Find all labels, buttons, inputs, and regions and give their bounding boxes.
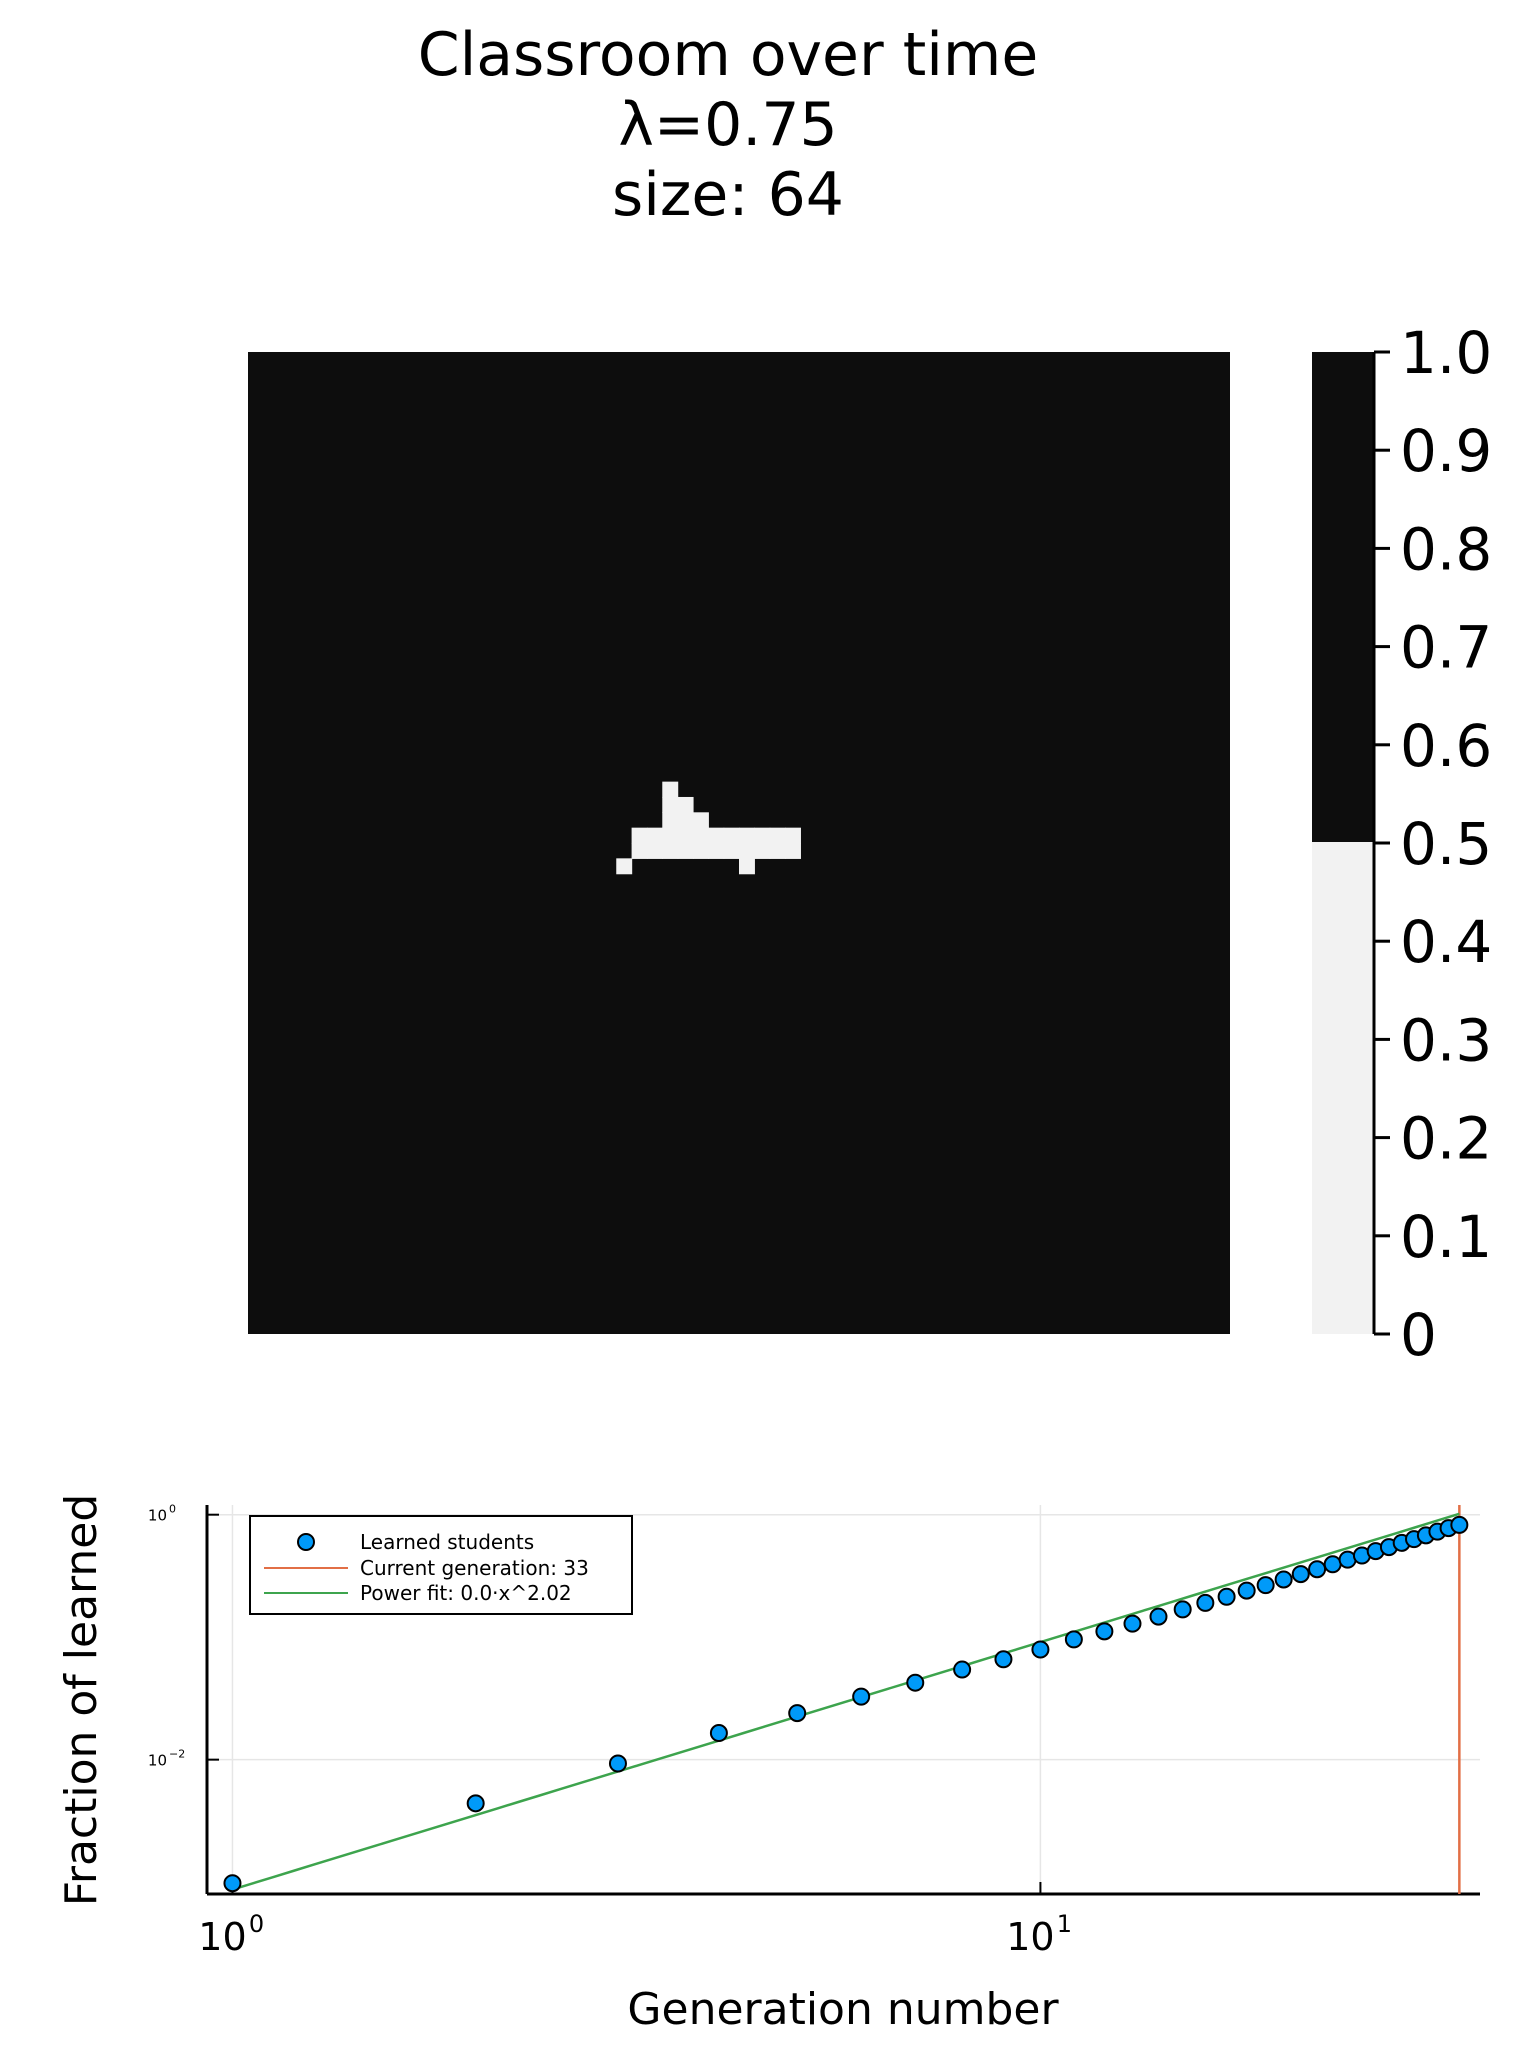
colorbar-tick-label: 1.0: [1400, 319, 1492, 387]
colorbar-tick-label: 0.4: [1400, 908, 1492, 976]
heatmap-learned-cells: [616, 781, 801, 875]
heatmap-cell: [677, 812, 694, 829]
heatmap-cell: [662, 812, 679, 829]
heatmap-cell: [739, 827, 755, 844]
y-tick-exponent: −2: [169, 1748, 185, 1761]
heatmap-cell: [662, 781, 679, 798]
legend-label-current: Current generation: 33: [360, 1556, 589, 1580]
scatter-point: [1450, 1515, 1469, 1534]
colorbar-tick-label: 0.2: [1400, 1105, 1492, 1173]
title-line-2: λ=0.75: [618, 90, 838, 160]
scatter-point: [1031, 1640, 1050, 1659]
plot-axes: [205, 1505, 1480, 1896]
colorbar-tick-label: 0.7: [1400, 614, 1492, 682]
scatter-point: [1274, 1570, 1293, 1589]
scatter-point: [852, 1687, 871, 1706]
heatmap-cell: [662, 796, 679, 813]
heatmap-cell: [769, 843, 786, 859]
heatmap-cell: [785, 827, 801, 844]
heatmap-cell: [708, 843, 725, 859]
heatmap-cell: [692, 812, 709, 829]
colorbar-tick-label: 0.8: [1400, 515, 1492, 583]
scatter-point: [906, 1673, 925, 1692]
heatmap-cell: [662, 827, 679, 844]
colorbar-low-band: [1312, 842, 1374, 1334]
scatter-point: [1196, 1593, 1215, 1612]
heatmap-cell: [646, 827, 663, 844]
heatmap-cell: [754, 843, 771, 859]
scatter-point: [1095, 1622, 1114, 1641]
x-tick-exponent: 1: [1057, 1910, 1072, 1938]
scatter-point: [1064, 1630, 1083, 1649]
colorbar: [1312, 352, 1376, 1334]
scatter-point: [608, 1754, 627, 1773]
colorbar-ticks: 1.0 0.9 0.8 0.7 0.6 0.5 0.4 0.3 0.2 0.1 0: [1374, 319, 1492, 1369]
scatter-point: [1256, 1576, 1275, 1595]
x-tick-label: 10: [198, 1915, 246, 1959]
scatter-point: [466, 1794, 485, 1813]
heatmap-cell: [754, 827, 771, 844]
legend-label-learned: Learned students: [360, 1530, 534, 1554]
heatmap-cell: [769, 827, 786, 844]
x-axis-label: Generation number: [627, 1984, 1059, 2035]
heatmap-cell: [739, 843, 755, 859]
colorbar-high-band: [1312, 352, 1374, 842]
y-tick-label: 10: [148, 1752, 167, 1770]
heatmap-cell: [692, 843, 709, 859]
scatter-point: [1173, 1600, 1192, 1619]
legend-label-fit: Power fit: 0.0·x^2.02: [360, 1581, 572, 1605]
heatmap-cell: [723, 843, 740, 859]
heatmap-cell: [677, 827, 694, 844]
plot-grid: [207, 1505, 1480, 1894]
y-tick-label: 10: [148, 1507, 167, 1525]
power-fit-line: [232, 1512, 1460, 1891]
scatter-point: [223, 1874, 242, 1893]
heatmap-cell: [677, 843, 694, 859]
y-axis-label: Fraction of learned: [56, 1494, 107, 1906]
scatter-point: [1237, 1581, 1256, 1600]
colorbar-tick-label: 0.6: [1400, 712, 1492, 780]
heatmap-cell: [631, 827, 648, 844]
heatmap-cell: [677, 796, 694, 813]
scatter-point: [1291, 1565, 1310, 1584]
legend-box: [249, 1515, 633, 1615]
heatmap-cell: [631, 843, 648, 859]
title-line-1: Classroom over time: [417, 20, 1039, 90]
scatter-point: [1308, 1560, 1327, 1579]
x-tick-exponent: 0: [249, 1910, 264, 1938]
heatmap-title: Classroom over time λ=0.75 size: 64: [0, 20, 1456, 230]
colorbar-tick-label: 0.9: [1400, 417, 1492, 485]
scatter-point: [709, 1724, 728, 1743]
heatmap-cell: [662, 843, 679, 859]
colorbar-tick-label: 0.5: [1400, 810, 1492, 878]
heatmap-cell: [692, 827, 709, 844]
heatmap-cell: [646, 843, 663, 859]
heatmap-cell: [723, 827, 740, 844]
scatter-point: [788, 1704, 807, 1723]
colorbar-tick-label: 0: [1400, 1301, 1437, 1369]
legend-marker-learned: [297, 1533, 315, 1551]
scatter-point: [1123, 1614, 1142, 1633]
heatmap-cell: [708, 827, 725, 844]
colorbar-tick-label: 0.1: [1400, 1203, 1492, 1271]
heatmap-cell: [616, 858, 633, 875]
heatmap-cell: [739, 858, 755, 875]
scatter-point: [1149, 1607, 1168, 1626]
y-tick-exponent: 0: [169, 1503, 176, 1516]
scatter-point: [1323, 1555, 1342, 1574]
x-tick-label: 10: [1006, 1915, 1054, 1959]
heatmap-chart: 1.0 0.9 0.8 0.7 0.6 0.5 0.4 0.3 0.2 0.1 0: [248, 319, 1492, 1369]
heatmap-cell: [785, 843, 801, 859]
plot-series: [223, 1505, 1469, 1894]
legend: Learned students Current generation: 33 …: [249, 1515, 633, 1615]
scatter-point: [953, 1660, 972, 1679]
scatter-point: [994, 1650, 1013, 1669]
title-line-3: size: 64: [612, 160, 844, 230]
scatter-point: [1217, 1587, 1236, 1606]
colorbar-tick-label: 0.3: [1400, 1006, 1492, 1074]
